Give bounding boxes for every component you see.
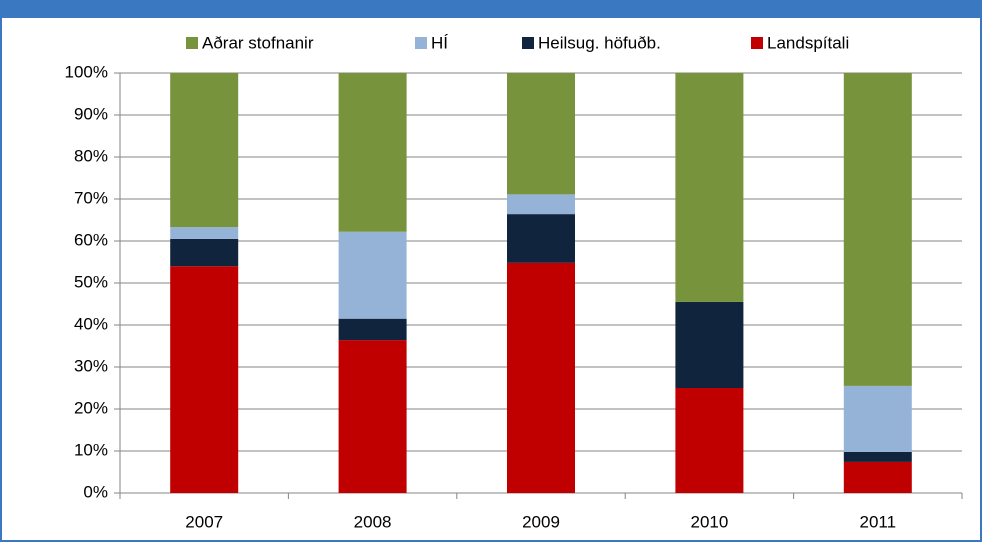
bar-segment [843, 385, 912, 452]
bar-segment [338, 340, 407, 493]
x-tick-label: 2009 [522, 512, 560, 531]
x-tick-label: 2011 [860, 512, 897, 531]
y-tick-label: 20% [74, 398, 108, 417]
bar-segment [338, 231, 407, 319]
bar-segment [507, 194, 575, 215]
bar-segment [170, 73, 239, 228]
bar-segment [170, 238, 239, 267]
y-tick-label: 30% [74, 356, 108, 375]
y-tick-label: 90% [74, 104, 108, 123]
y-tick-label: 0% [83, 482, 108, 501]
bar-segment [338, 73, 407, 232]
bar-segment [843, 461, 912, 493]
x-tick-label: 2008 [354, 512, 392, 531]
legend-label: Landspítali [767, 33, 849, 52]
legend-label: Aðrar stofnanir [202, 33, 314, 52]
bar-segment [675, 388, 744, 493]
y-tick-label: 40% [74, 314, 108, 333]
bar-segment [170, 227, 239, 239]
bar-segment [843, 451, 912, 462]
legend-swatch [522, 37, 534, 49]
y-tick-label: 60% [74, 230, 108, 249]
bar-segment [170, 266, 239, 493]
legend-swatch [186, 37, 198, 49]
bar-segment [675, 301, 744, 388]
bar-segment [507, 262, 575, 493]
legend-swatch [415, 37, 427, 49]
bar-segment [843, 73, 912, 386]
y-tick-label: 50% [74, 272, 108, 291]
bar-segment [507, 73, 575, 195]
y-tick-label: 100% [65, 62, 108, 81]
y-tick-label: 70% [74, 188, 108, 207]
legend-label: Heilsug. höfuðb. [538, 33, 661, 52]
bar-segment [338, 318, 407, 341]
y-tick-label: 80% [74, 146, 108, 165]
legend-label: HÍ [431, 33, 448, 52]
bar-segment [675, 73, 744, 302]
header-band [0, 0, 982, 18]
x-tick-label: 2007 [185, 512, 223, 531]
x-tick-label: 2010 [690, 512, 728, 531]
y-tick-label: 10% [74, 440, 108, 459]
legend-swatch [751, 37, 763, 49]
bar-segment [507, 214, 575, 263]
